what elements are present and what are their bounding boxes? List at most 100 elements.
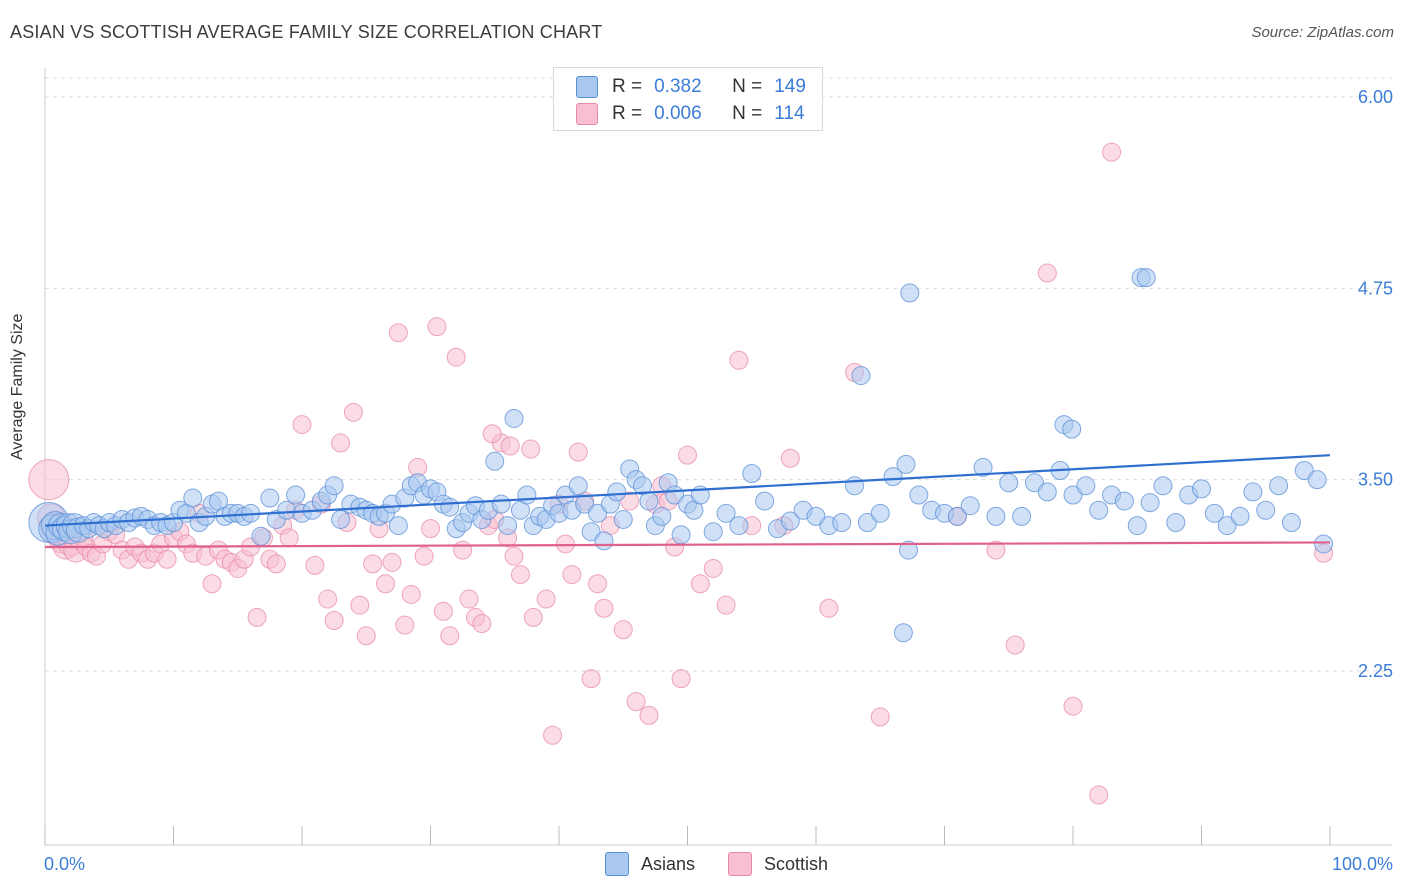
scottish-point xyxy=(395,615,415,635)
asians-point xyxy=(498,516,518,536)
scottish-point xyxy=(568,442,588,462)
asians-point xyxy=(703,522,723,542)
asians-point xyxy=(899,540,919,560)
asians-point xyxy=(1114,491,1134,511)
scottish-point xyxy=(626,692,646,712)
asians-point xyxy=(742,464,762,484)
scottish-point xyxy=(639,705,659,725)
asians-point xyxy=(1256,500,1276,520)
asians-point xyxy=(1294,460,1314,480)
grid-lines xyxy=(45,77,1392,672)
legend-n-value: 149 xyxy=(774,76,806,97)
scottish-point xyxy=(324,610,344,630)
trend-lines xyxy=(44,454,1331,549)
bottom-legend-asians: Asians xyxy=(605,852,695,876)
scottish-point xyxy=(588,574,608,594)
bottom-legend-swatch-asians xyxy=(605,852,629,876)
scottish-point xyxy=(1005,635,1025,655)
scottish-point xyxy=(703,558,723,578)
scottish-point xyxy=(446,347,466,367)
tick-labels: 2.25 3.50 4.75 6.00 0.0% 100.0% xyxy=(44,87,1393,874)
scottish-point xyxy=(510,565,530,585)
scottish-point xyxy=(482,424,502,444)
asians-point xyxy=(652,506,672,526)
asians-point xyxy=(1127,516,1147,536)
scottish-point xyxy=(331,433,351,453)
asians-point xyxy=(999,473,1019,493)
scottish-point xyxy=(401,584,421,604)
asians-point xyxy=(1269,476,1289,496)
scottish-point xyxy=(594,598,614,618)
scottish-point xyxy=(780,448,800,468)
scottish-point xyxy=(356,626,376,646)
asians-point xyxy=(851,366,871,386)
scottish-point xyxy=(690,574,710,594)
asians-point xyxy=(1024,473,1044,493)
scottish-point xyxy=(500,436,520,456)
asians-point xyxy=(900,283,920,303)
scottish-point xyxy=(472,614,492,634)
scottish-point xyxy=(343,402,363,422)
asians-point xyxy=(1307,470,1327,490)
asians-point xyxy=(883,467,903,487)
scottish-point xyxy=(620,491,640,511)
scottish-point xyxy=(382,552,402,572)
asians-point xyxy=(491,494,511,514)
asians-point xyxy=(716,503,736,523)
asians-point xyxy=(613,509,633,529)
scottish-point xyxy=(716,595,736,615)
chart-title: ASIAN VS SCOTTISH AVERAGE FAMILY SIZE CO… xyxy=(10,22,603,42)
asians-point xyxy=(286,485,306,505)
asians-point xyxy=(588,503,608,523)
bottom-legend-label-asians: Asians xyxy=(641,853,696,874)
asians-point xyxy=(671,525,691,545)
scottish-point xyxy=(613,620,633,640)
scottish-trend-line xyxy=(44,541,1331,549)
scottish-point xyxy=(1102,142,1122,162)
scottish-point xyxy=(376,574,396,594)
legend-r-value: 0.382 xyxy=(654,76,702,97)
scottish-point xyxy=(427,317,447,337)
scottish-point xyxy=(504,546,524,566)
asians-point xyxy=(960,496,980,516)
scottish-point xyxy=(421,519,440,539)
scottish-point xyxy=(536,589,556,609)
x-tick-label: 0.0% xyxy=(44,854,85,874)
asians-trend-line xyxy=(44,454,1331,527)
source-label: Source: ZipAtlas.com xyxy=(1251,24,1394,41)
scottish-point xyxy=(318,589,338,609)
asians-point xyxy=(1281,513,1301,533)
asians-point xyxy=(1153,476,1173,496)
scottish-point xyxy=(1063,696,1083,716)
scottish-point xyxy=(292,415,312,435)
asians-point xyxy=(1166,513,1186,533)
asians-point xyxy=(973,457,993,477)
scottish-point xyxy=(671,669,691,689)
scottish-points xyxy=(28,142,1334,805)
asians-point xyxy=(832,513,852,533)
asians-point xyxy=(729,516,749,536)
asians-point xyxy=(517,485,537,505)
scottish-point xyxy=(414,546,434,566)
asians-point xyxy=(183,488,203,508)
asians-point xyxy=(1076,476,1096,496)
scottish-point xyxy=(555,534,575,554)
scottish-point xyxy=(521,439,541,459)
asians-point xyxy=(639,491,659,511)
scottish-point xyxy=(523,607,543,627)
y-tick-label: 4.75 xyxy=(1358,278,1393,298)
scottish-point xyxy=(305,555,325,575)
legend-n-value: 114 xyxy=(774,103,805,124)
asians-point xyxy=(485,451,505,471)
asians-point xyxy=(388,516,408,536)
scottish-point xyxy=(202,574,222,594)
asians-point xyxy=(1230,506,1250,526)
asians-point xyxy=(440,497,460,517)
asians-point xyxy=(594,531,614,551)
y-axis-label: Average Family Size xyxy=(9,313,26,460)
axes xyxy=(44,68,1392,846)
scottish-point xyxy=(986,540,1006,560)
asians-point xyxy=(607,482,627,502)
asians-point xyxy=(568,476,588,496)
